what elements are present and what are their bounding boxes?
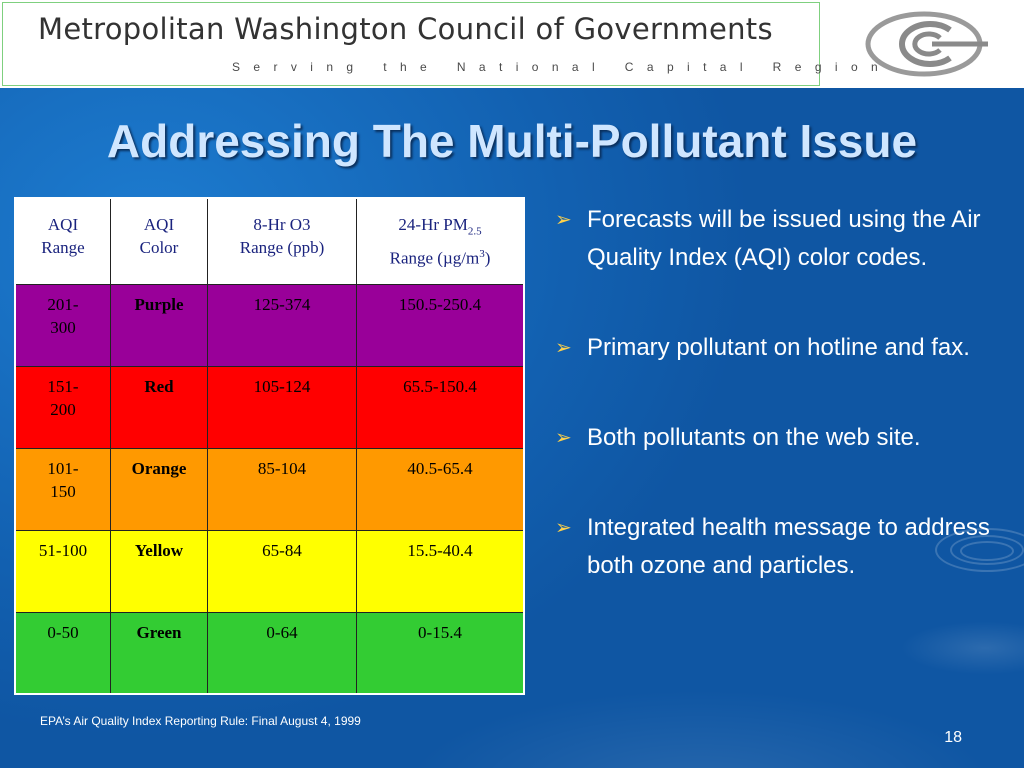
bullet-text: Forecasts will be issued using the Air Q…	[587, 206, 981, 271]
slide-number: 18	[944, 729, 962, 746]
bullet-item: ➢ Primary pollutant on hotline and fax.	[555, 329, 1010, 367]
aqi-range-cell: 201- 300	[14, 283, 111, 367]
tagline: Serving the National Capital Region	[232, 60, 892, 74]
header-aqi-range: AQI Range	[14, 197, 111, 285]
pm-range-cell: 40.5-65.4	[356, 447, 525, 531]
aqi-range-cell: 0-50	[14, 611, 111, 695]
bullet-list: ➢ Forecasts will be issued using the Air …	[555, 201, 1010, 637]
aqi-range-cell: 101- 150	[14, 447, 111, 531]
arrow-bullet-icon: ➢	[555, 337, 572, 359]
bullet-item: ➢ Forecasts will be issued using the Air …	[555, 201, 1010, 277]
org-name: Metropolitan Washington Council of Gover…	[38, 12, 773, 46]
aqi-range-cell: 51-100	[14, 529, 111, 613]
slide-title: Addressing The Multi-Pollutant Issue	[106, 115, 918, 167]
aqi-table: AQI Range AQI Color 8-Hr O3 Range (ppb) 24-…	[14, 197, 525, 695]
o3-range-cell: 125-374	[207, 283, 357, 367]
o3-range-cell: 0-64	[207, 611, 357, 695]
table-row: 101- 150 Orange 85-104 40.5-65.4	[14, 447, 525, 531]
footnote: EPA’s Air Quality Index Reporting Rule: …	[40, 714, 361, 728]
header-o3-range: 8-Hr O3 Range (ppb)	[207, 197, 357, 285]
o3-range-cell: 105-124	[207, 365, 357, 449]
arrow-bullet-icon: ➢	[555, 517, 572, 539]
header-aqi-color: AQI Color	[110, 197, 208, 285]
water-ripple	[960, 541, 1014, 561]
aqi-color-cell: Yellow	[110, 529, 208, 613]
header-banner: Metropolitan Washington Council of Gover…	[0, 0, 1024, 88]
o3-range-cell: 85-104	[207, 447, 357, 531]
table-row: 0-50 Green 0-64 0-15.4	[14, 611, 525, 695]
header-pm-range: 24-Hr PM2.5 Range (µg/m3)	[356, 197, 525, 285]
pm-range-cell: 150.5-250.4	[356, 283, 525, 367]
mwcog-logo-icon	[865, 11, 988, 77]
o3-range-cell: 65-84	[207, 529, 357, 613]
table-header-row: AQI Range AQI Color 8-Hr O3 Range (ppb) 24-…	[14, 197, 525, 285]
water-ripple	[935, 528, 1024, 572]
aqi-color-cell: Purple	[110, 283, 208, 367]
table-row: 151- 200 Red 105-124 65.5-150.4	[14, 365, 525, 449]
aqi-color-cell: Orange	[110, 447, 208, 531]
bullet-text: Integrated health message to address bot…	[587, 514, 990, 579]
pm-range-cell: 15.5-40.4	[356, 529, 525, 613]
table-row: 201- 300 Purple 125-374 150.5-250.4	[14, 283, 525, 367]
table-body: 201- 300 Purple 125-374 150.5-250.4 151- 200 Re…	[14, 283, 525, 695]
header-frame	[2, 2, 820, 86]
bullet-text: Primary pollutant on hotline and fax.	[587, 334, 970, 361]
pm-range-cell: 65.5-150.4	[356, 365, 525, 449]
arrow-bullet-icon: ➢	[555, 427, 572, 449]
arrow-bullet-icon: ➢	[555, 209, 572, 231]
aqi-color-cell: Green	[110, 611, 208, 695]
pm-range-cell: 0-15.4	[356, 611, 525, 695]
aqi-range-cell: 151- 200	[14, 365, 111, 449]
aqi-color-cell: Red	[110, 365, 208, 449]
bullet-item: ➢ Both pollutants on the web site.	[555, 419, 1010, 457]
bullet-text: Both pollutants on the web site.	[587, 424, 921, 451]
table-row: 51-100 Yellow 65-84 15.5-40.4	[14, 529, 525, 613]
bullet-item: ➢ Integrated health message to address bo…	[555, 509, 1010, 585]
